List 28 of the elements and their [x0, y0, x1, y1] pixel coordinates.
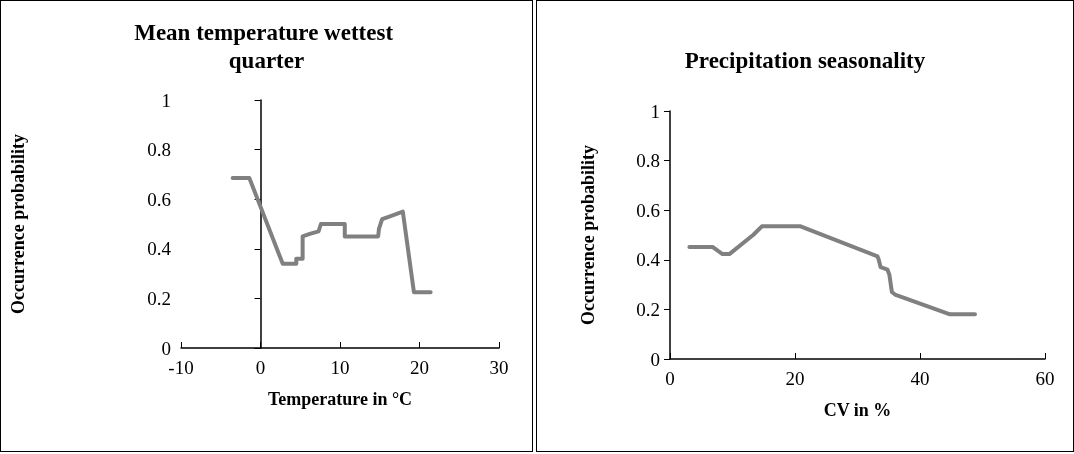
y-axis-title: Occurrence probability [8, 134, 28, 314]
y-tick-label: 0 [161, 337, 171, 359]
x-tick-label: -10 [168, 357, 194, 378]
x-tick-label: 0 [665, 368, 675, 389]
y-tick-label: 1 [161, 89, 171, 111]
chart-title: Precipitation seasonality [684, 47, 926, 73]
x-tick-label: 30 [489, 357, 509, 378]
y-tick-label: 0.2 [636, 298, 660, 320]
x-tick-label: 0 [255, 357, 266, 378]
y-tick-label: 0.8 [147, 139, 171, 161]
y-tick-label: 0.2 [147, 287, 171, 309]
line-series [230, 176, 433, 295]
y-tick-label: 0.6 [636, 199, 660, 221]
y-tick-label: 0.6 [147, 188, 171, 210]
y-tick-label: 0.4 [147, 238, 172, 260]
x-tick-label: 60 [1035, 368, 1055, 389]
line-series [687, 224, 977, 317]
x-axis-title: CV in % [823, 400, 892, 420]
x-tick-label: 40 [910, 368, 930, 389]
chart-title: Mean temperature wettest quarter [134, 19, 399, 73]
y-tick-label: 1 [650, 100, 660, 122]
x-axis-title: Temperature in °C [267, 389, 413, 409]
y-tick-label: 0.8 [636, 150, 660, 172]
x-tick-label: 10 [330, 357, 350, 378]
x-tick-label: 20 [785, 368, 805, 389]
x-tick-label: 20 [410, 357, 429, 378]
y-tick-label: 0.4 [636, 249, 661, 271]
y-axis-title: Occurrence probability [578, 145, 598, 325]
